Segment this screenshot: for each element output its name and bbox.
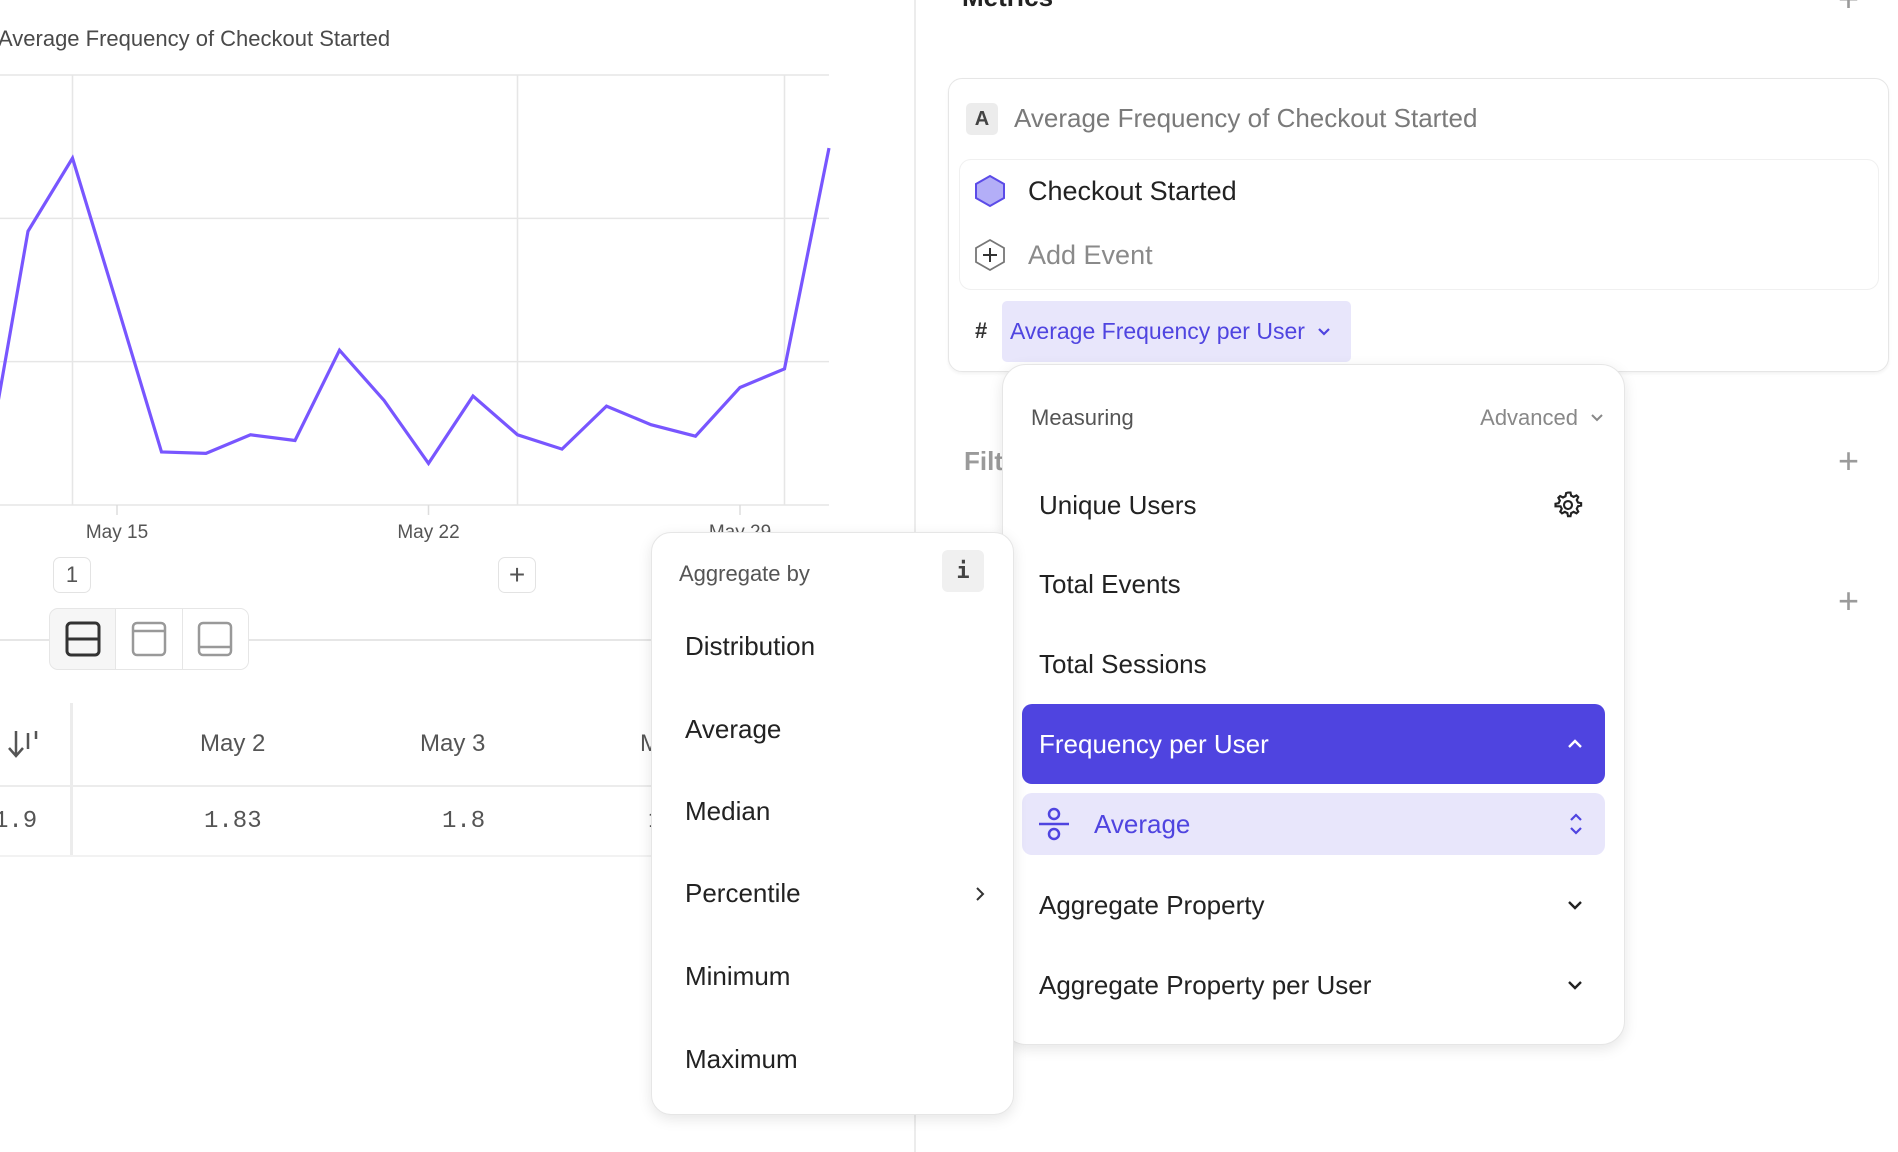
table-cell: 1.8 [442,807,486,835]
divide-icon [1039,807,1069,841]
page-number-button[interactable]: 1 [53,557,91,593]
metric-letter-badge: A [966,103,998,135]
x-tick-label: May 15 [86,522,148,543]
add-event-button[interactable]: Add Event [974,238,1153,272]
event-row[interactable]: Checkout Started [974,174,1237,208]
menu-item-unique-users[interactable]: Unique Users [1022,465,1605,545]
table-header[interactable]: May 2 [200,730,266,757]
aggregate-menu: Aggregate by i Distribution Average Medi… [651,532,1014,1115]
chevron-right-icon [976,886,985,901]
aggregate-option-maximum[interactable]: Maximum [685,1044,798,1074]
metrics-title: Metrics [962,0,1053,13]
x-tick-label: May 22 [397,522,459,543]
bottom-view-button[interactable] [182,609,248,669]
chevron-down-icon [1318,327,1330,336]
measure-selector[interactable]: Average Frequency per User [1002,301,1351,362]
add-event-icon [975,238,1005,272]
chart-title: Average Frequency of Checkout Started [0,26,391,51]
add-breakdown-icon[interactable]: + [1838,580,1860,621]
aggregate-option-median[interactable]: Median [685,796,771,826]
advanced-label: Advanced [1480,405,1578,430]
aggregate-option-average[interactable]: Average [685,714,782,744]
split-view-button[interactable] [50,609,117,669]
table-header[interactable]: May 3 [420,730,486,757]
hash-icon: # [975,318,988,343]
add-metric-icon[interactable]: + [1838,0,1859,20]
filter-label: Filt [964,446,1003,476]
measuring-header: Measuring [1031,405,1134,430]
add-button[interactable]: + [498,557,536,593]
updown-chevron-icon [1570,813,1582,835]
menu-item-aggregate-property[interactable]: Aggregate Property [1022,865,1605,945]
info-button[interactable]: i [942,550,984,592]
bottom-view-icon [198,621,233,657]
gear-icon[interactable] [1553,490,1583,520]
chevron-down-icon [1568,981,1582,990]
add-event-label: Add Event [1028,239,1153,270]
chevron-up-icon [1568,739,1582,748]
advanced-toggle[interactable]: Advanced [1480,405,1604,431]
table-column-divider [70,703,73,855]
event-name: Checkout Started [1028,175,1237,206]
aggregate-selector[interactable]: Average [1022,793,1605,855]
split-view-icon [65,621,101,657]
aggregate-option-distribution[interactable]: Distribution [685,631,816,661]
chevron-down-icon [1591,414,1603,422]
aggregate-option-percentile[interactable]: Percentile [685,878,985,909]
table-divider [0,785,660,787]
menu-item-total-sessions[interactable]: Total Sessions [1039,648,1207,679]
menu-item-aggregate-property-per-user[interactable]: Aggregate Property per User [1022,945,1605,1025]
table-cell: 1.9 [0,807,38,835]
table-cell: 1.83 [204,807,262,835]
metric-name[interactable]: Average Frequency of Checkout Started [1014,103,1478,133]
add-filter-icon[interactable]: + [1838,440,1860,481]
sort-icon[interactable] [6,703,40,785]
measuring-menu: Measuring Advanced Unique Users Total Ev… [1002,364,1625,1045]
series-line [0,147,831,467]
aggregate-option-minimum[interactable]: Minimum [685,961,791,991]
view-toggle [49,608,249,670]
menu-item-total-events[interactable]: Total Events [1039,568,1181,599]
event-hexagon-icon [975,174,1005,208]
table-divider [0,855,660,857]
chevron-down-icon [1568,901,1582,910]
measure-label: Average Frequency per User [1010,318,1305,344]
menu-item-frequency-per-user[interactable]: Frequency per User [1022,704,1605,784]
aggregate-header: Aggregate by [679,561,810,586]
top-view-icon [131,621,167,657]
event-box [959,159,1879,290]
top-view-button[interactable] [116,609,183,669]
